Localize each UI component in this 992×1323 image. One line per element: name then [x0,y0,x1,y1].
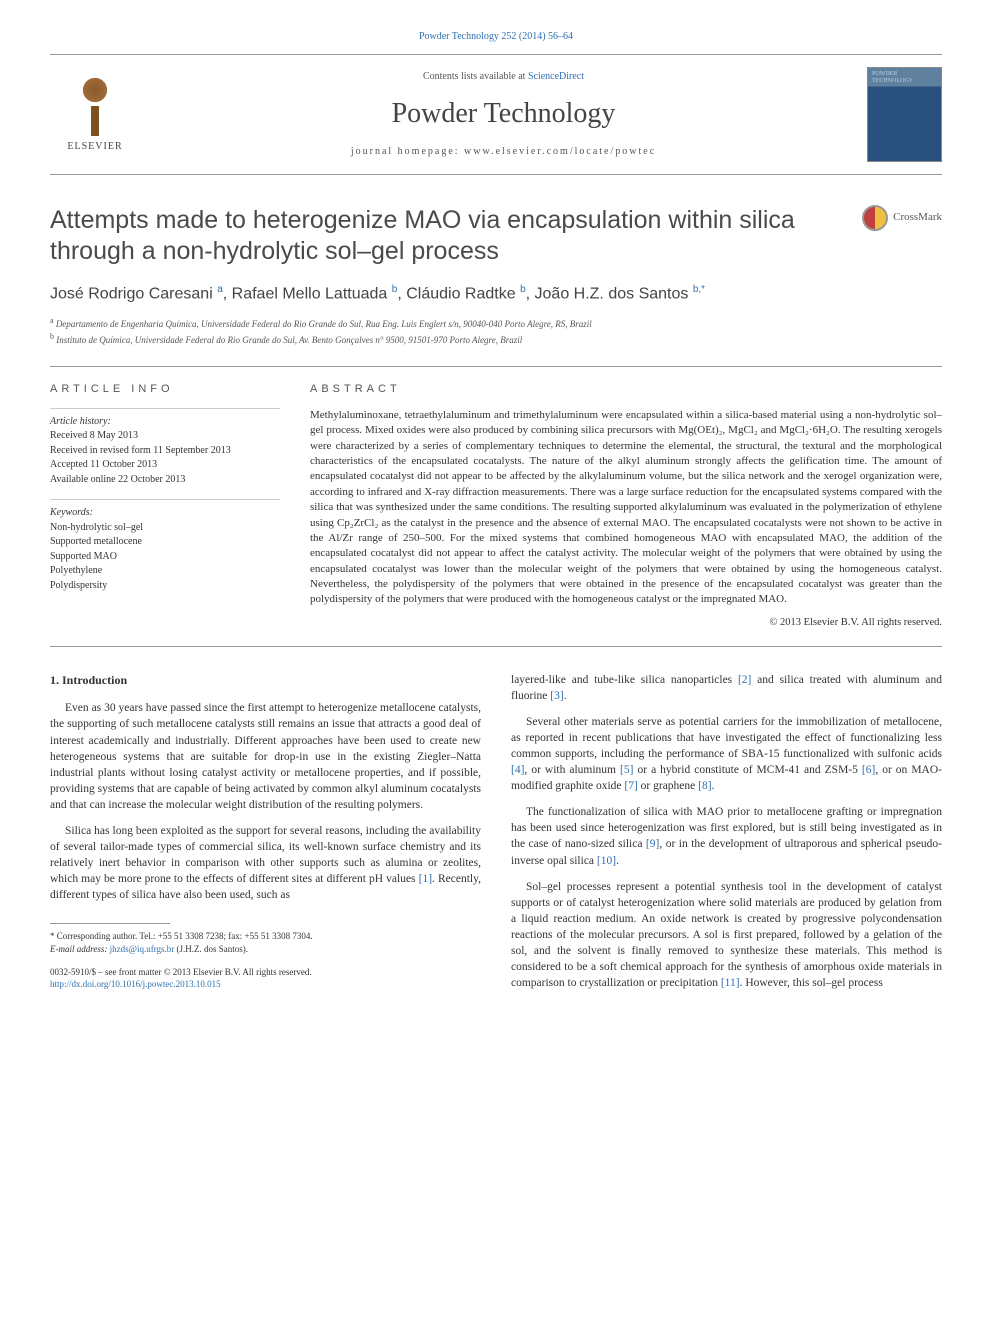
p4-pre: Several other materials serve as potenti… [511,716,942,760]
ref-6[interactable]: [6] [862,764,875,776]
email-name: (J.H.Z. dos Santos). [174,944,248,954]
authors: José Rodrigo Caresani a, Rafael Mello La… [50,283,942,306]
article-info-heading: ARTICLE INFO [50,382,280,397]
intro-para-2: Silica has long been exploited as the su… [50,823,481,903]
email-link[interactable]: jhzds@iq.ufrgs.br [110,944,175,954]
history-label: Article history: [50,415,280,430]
ref-1[interactable]: [1] [419,873,432,885]
doi-link[interactable]: http://dx.doi.org/10.1016/j.powtec.2013.… [50,979,221,989]
p4-m1: , or with aluminum [524,764,620,776]
p3-end: . [564,690,567,702]
paper-title: Attempts made to heterogenize MAO via en… [50,205,862,268]
intro-para-1: Even as 30 years have passed since the f… [50,700,481,813]
journal-title: Powder Technology [140,94,867,133]
history-line: Available online 22 October 2013 [50,473,280,488]
ref-10[interactable]: [10] [597,855,616,867]
abstract-copyright: © 2013 Elsevier B.V. All rights reserved… [310,616,942,631]
ref-5[interactable]: [5] [620,764,633,776]
journal-cover-thumbnail [867,67,942,162]
keywords-label: Keywords: [50,506,280,521]
header-center: Contents lists available at ScienceDirec… [140,70,867,159]
ref-7[interactable]: [7] [624,780,637,792]
contents-line: Contents lists available at ScienceDirec… [140,70,867,84]
intro-para-3: layered-like and tube-like silica nanopa… [511,672,942,704]
affiliation-line: a Departamento de Engenharia Química, Un… [50,315,942,331]
keyword: Polydispersity [50,579,280,594]
affiliations: a Departamento de Engenharia Química, Un… [50,315,942,346]
left-column: 1. Introduction Even as 30 years have pa… [50,672,481,1002]
crossmark-icon [862,205,888,231]
abstract-text: Methylaluminoxane, tetraethylaluminum an… [310,408,942,608]
ref-3[interactable]: [3] [550,690,563,702]
keyword: Polyethylene [50,564,280,579]
ref-4[interactable]: [4] [511,764,524,776]
history-line: Received 8 May 2013 [50,429,280,444]
p6-end: . However, this sol–gel process [740,977,883,989]
section-1-heading: 1. Introduction [50,672,481,689]
keyword: Supported MAO [50,550,280,565]
p4-m4: or graphene [638,780,698,792]
homepage-prefix: journal homepage: [351,146,464,157]
right-column: layered-like and tube-like silica nanopa… [511,672,942,1002]
keywords-block: Keywords: Non-hydrolytic sol–gelSupporte… [50,499,280,593]
intro-para-5: The functionalization of silica with MAO… [511,804,942,868]
title-row: Attempts made to heterogenize MAO via en… [50,205,942,268]
sciencedirect-link[interactable]: ScienceDirect [528,71,584,82]
elsevier-text: ELSEVIER [67,140,122,154]
affiliation-line: b Instituto de Química, Universidade Fed… [50,331,942,347]
history-line: Accepted 11 October 2013 [50,458,280,473]
corresponding-author: * Corresponding author. Tel.: +55 51 330… [50,930,481,943]
homepage-url: www.elsevier.com/locate/powtec [464,146,656,157]
email-line: E-mail address: jhzds@iq.ufrgs.br (J.H.Z… [50,943,481,956]
issn-line: 0032-5910/$ – see front matter © 2013 El… [50,967,312,977]
p2-text: Silica has long been exploited as the su… [50,825,481,885]
elsevier-tree-icon [65,76,125,136]
ref-8[interactable]: [8] [698,780,711,792]
ref-9[interactable]: [9] [646,838,659,850]
homepage-line: journal homepage: www.elsevier.com/locat… [140,145,867,159]
intro-para-6: Sol–gel processes represent a potential … [511,879,942,992]
crossmark-badge[interactable]: CrossMark [862,205,942,231]
abstract-heading: ABSTRACT [310,382,942,397]
intro-para-4: Several other materials serve as potenti… [511,714,942,794]
crossmark-label: CrossMark [893,210,942,225]
p5-end: . [616,855,619,867]
keyword: Supported metallocene [50,535,280,550]
footnote-separator [50,923,170,924]
ref-2[interactable]: [2] [738,674,751,686]
elsevier-logo: ELSEVIER [50,70,140,160]
body-columns: 1. Introduction Even as 30 years have pa… [50,672,942,1002]
front-matter-line: 0032-5910/$ – see front matter © 2013 El… [50,966,481,991]
keyword: Non-hydrolytic sol–gel [50,521,280,536]
email-label: E-mail address: [50,944,110,954]
p4-end: . [712,780,715,792]
history-line: Received in revised form 11 September 20… [50,444,280,459]
article-history: Article history: Received 8 May 2013Rece… [50,408,280,488]
ref-11[interactable]: [11] [721,977,740,989]
p6-pre: Sol–gel processes represent a potential … [511,881,942,990]
p4-m2: or a hybrid constitute of MCM-41 and ZSM… [633,764,861,776]
journal-header: ELSEVIER Contents lists available at Sci… [50,54,942,175]
info-abstract-row: ARTICLE INFO Article history: Received 8… [50,366,942,646]
contents-prefix: Contents lists available at [423,71,528,82]
p3-pre: layered-like and tube-like silica nanopa… [511,674,738,686]
citation-line: Powder Technology 252 (2014) 56–64 [50,30,942,44]
article-info: ARTICLE INFO Article history: Received 8… [50,382,280,630]
abstract: ABSTRACT Methylaluminoxane, tetraethylal… [310,382,942,630]
